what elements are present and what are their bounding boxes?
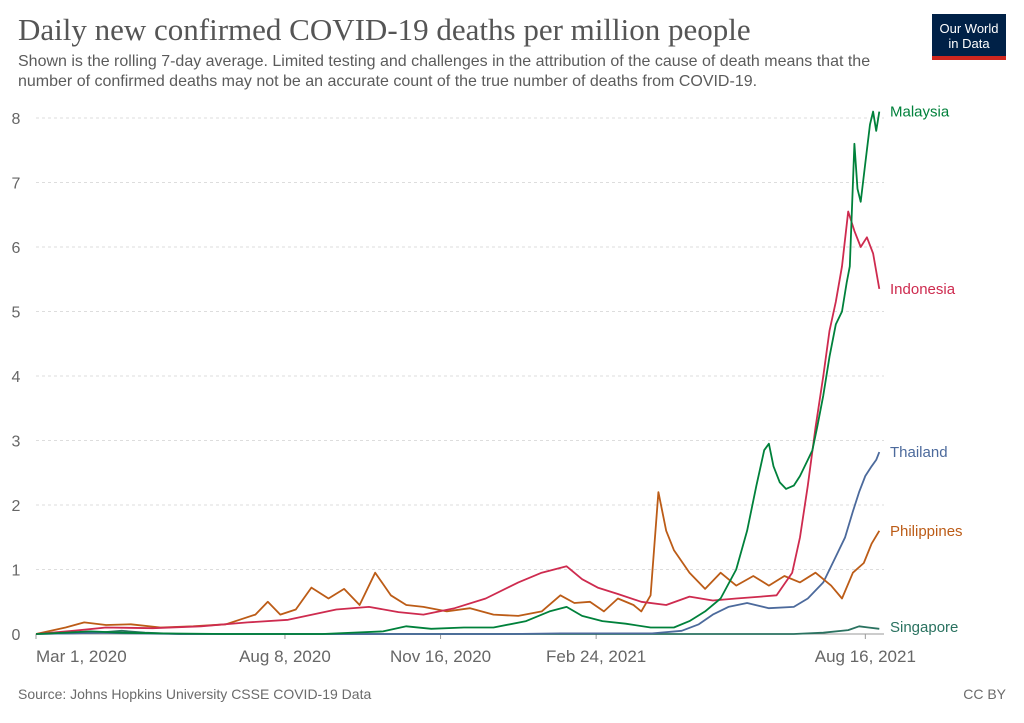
- series-line-singapore: [35, 625, 880, 635]
- y-tick-label: 1: [12, 563, 21, 580]
- series-label-indonesia: Indonesia: [890, 281, 956, 298]
- x-tick-label: Nov 16, 2020: [390, 647, 491, 666]
- license-link[interactable]: CC BY: [963, 686, 1006, 702]
- y-tick-label: 0: [12, 627, 21, 644]
- owid-logo[interactable]: Our World in Data: [932, 14, 1006, 60]
- chart-title: Daily new confirmed COVID-19 deaths per …: [18, 12, 751, 47]
- logo-line-2: in Data: [948, 36, 990, 51]
- series-line-malaysia: [35, 110, 881, 635]
- series-lines: [35, 110, 881, 635]
- x-tick-label: Aug 8, 2020: [239, 647, 331, 666]
- y-tick-label: 4: [12, 369, 21, 386]
- series-label-malaysia: Malaysia: [890, 104, 950, 121]
- series-end-labels: Malaysia Indonesia Thailand Philippines Sing…: [890, 104, 963, 636]
- y-tick-label: 2: [12, 498, 21, 515]
- x-tick-label: Feb 24, 2021: [546, 647, 646, 666]
- source-note[interactable]: Source: Johns Hopkins University CSSE CO…: [18, 686, 372, 702]
- series-line-philippines: [35, 491, 881, 635]
- x-axis: Mar 1, 2020 Aug 8, 2020 Nov 16, 2020 Feb 24…: [35, 633, 916, 666]
- x-tick-label: Aug 16, 2021: [815, 647, 916, 666]
- x-tick-label: Mar 1, 2020: [36, 647, 127, 666]
- chart-subtitle: Shown is the rolling 7-day average. Limi…: [18, 53, 871, 90]
- series-label-thailand: Thailand: [890, 444, 948, 461]
- logo-line-1: Our World: [939, 21, 999, 36]
- series-label-singapore: Singapore: [890, 619, 958, 636]
- gridlines: [36, 117, 884, 570]
- y-tick-label: 5: [12, 305, 21, 322]
- series-label-philippines: Philippines: [890, 523, 963, 540]
- y-tick-label: 8: [12, 111, 21, 128]
- y-tick-label: 6: [12, 240, 21, 257]
- y-tick-label: 7: [12, 176, 21, 193]
- y-tick-label: 3: [12, 434, 21, 451]
- y-axis-tick-labels: 0 1 2 3 4 5 6 7 8: [12, 111, 21, 644]
- series-line-indonesia: [35, 210, 881, 635]
